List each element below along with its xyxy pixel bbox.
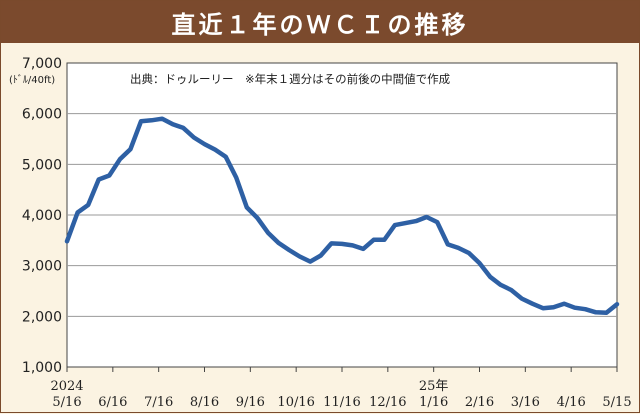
x-tick-label: 2/16 [465, 395, 494, 410]
x-tick-label: 1/16 [419, 395, 448, 410]
y-tick-label: 7,000 [22, 56, 62, 72]
x-tick-label: 5/15 [602, 395, 631, 410]
y-tick-label: 6,000 [22, 107, 62, 123]
y-tick-label: 5,000 [22, 157, 62, 173]
x-tick-label: 9/16 [236, 395, 265, 410]
x-tick-label: 8/16 [190, 395, 219, 410]
source-note: 出典：ドゥルーリー ※年末１週分はその前後の中間値で作成 [130, 72, 451, 86]
y-tick-label: 2,000 [22, 309, 62, 325]
y-tick-label: 4,000 [22, 208, 62, 224]
x-tick-label: 7/16 [144, 395, 173, 410]
x-tick-label: 5/16 [52, 395, 81, 410]
year-label-25: 25年 [419, 379, 449, 394]
y-unit-label: (ﾄﾞﾙ/40ft) [9, 74, 55, 86]
y-tick-label: 1,000 [22, 360, 62, 376]
x-tick-label: 12/16 [369, 395, 406, 410]
x-tick-label: 3/16 [511, 395, 540, 410]
year-label-2024: 2024 [50, 379, 83, 394]
y-tick-label: 3,000 [22, 259, 62, 275]
x-tick-label: 6/16 [98, 395, 127, 410]
x-tick-label: 10/16 [277, 395, 314, 410]
x-tick-label: 11/16 [323, 395, 360, 410]
x-tick-label: 4/16 [557, 395, 586, 410]
